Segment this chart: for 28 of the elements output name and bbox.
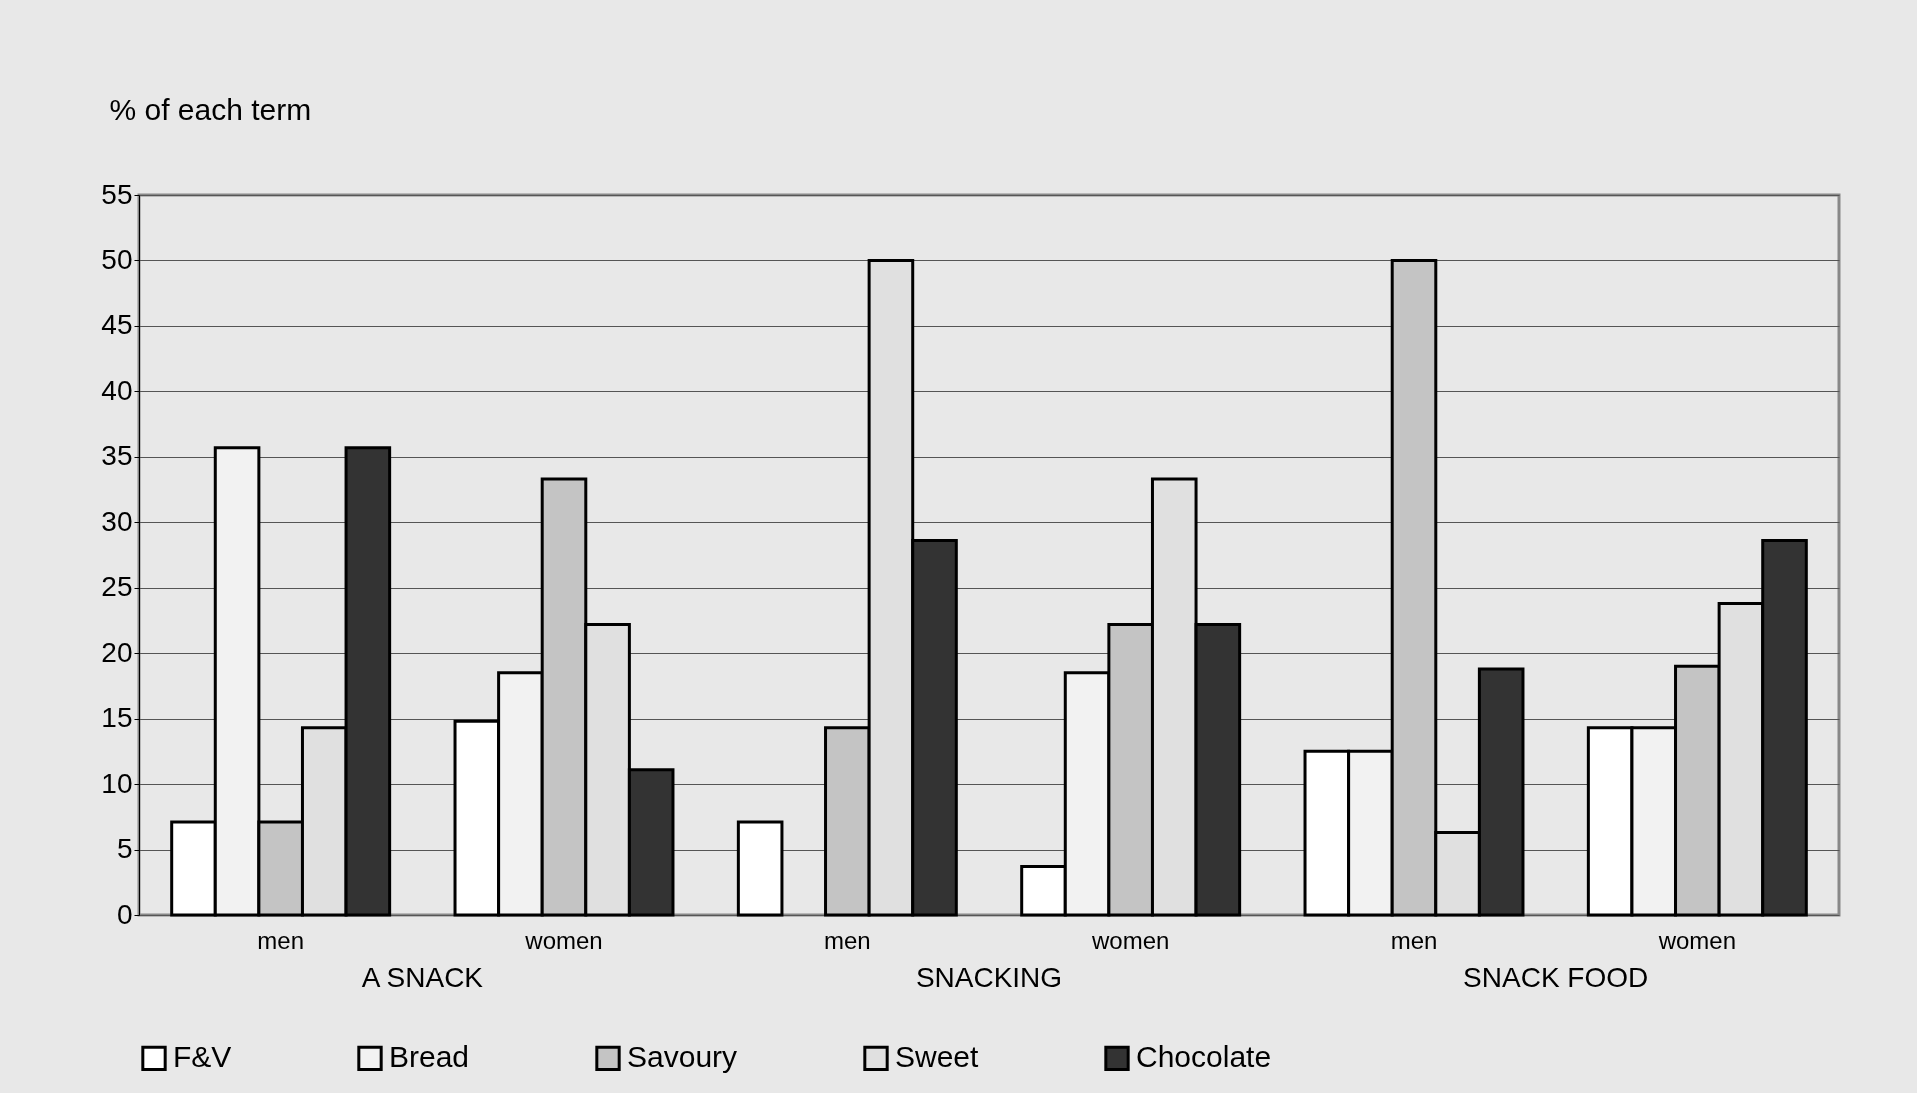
text: SNACK FOOD: [1463, 962, 1649, 993]
y-tick-label: 35: [101, 440, 133, 472]
y-tick-label: 10: [101, 767, 133, 799]
legend-label: Sweet: [895, 1040, 980, 1074]
y-tick-label: 25: [101, 571, 133, 603]
y-tick-label: 0: [116, 898, 133, 930]
y-tick-label: 45: [101, 309, 133, 341]
bar: [736, 820, 784, 917]
y-tick-label: 20: [101, 636, 133, 668]
x-tick-label: men: [1390, 926, 1438, 954]
y-tick-label: 50: [101, 243, 133, 275]
text: SNACKING: [915, 962, 1063, 993]
legend-label: Savoury: [627, 1040, 738, 1074]
x-tick-label: men: [823, 926, 871, 954]
y-tick-label: 40: [101, 374, 133, 406]
x-tick-label: women: [1090, 926, 1170, 954]
legend-label: Chocolate: [1136, 1040, 1272, 1074]
text: A SNACK: [361, 962, 484, 993]
y-tick-label: 15: [101, 702, 133, 734]
x-tick-label: men: [257, 926, 305, 954]
y-tick-label: 5: [116, 833, 133, 865]
x-tick-label: women: [524, 926, 603, 954]
legend-label: Bread: [389, 1040, 470, 1074]
y-tick-label: 30: [101, 505, 133, 537]
y-axis-title: % of each term: [109, 92, 312, 126]
y-tick-label: 55: [101, 178, 133, 210]
x-tick-label: women: [1657, 926, 1737, 954]
legend-label: F&V: [173, 1040, 232, 1074]
